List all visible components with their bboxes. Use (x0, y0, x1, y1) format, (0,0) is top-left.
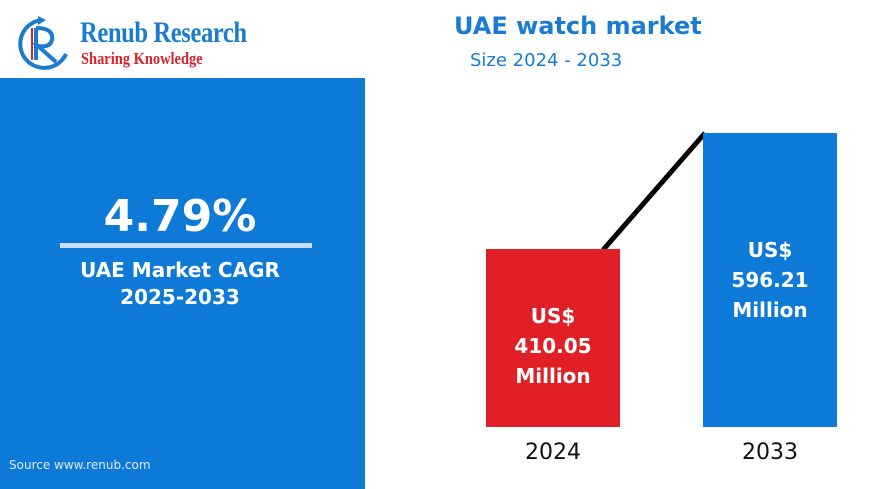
bar-2024-value: 410.05 (514, 334, 592, 358)
brand-logo: Renub Research Sharing Knowledge (8, 12, 288, 72)
bar-2024-currency: US$ (530, 304, 576, 328)
x-label-2033: 2033 (742, 440, 798, 465)
cagr-period: 2025-2033 (120, 285, 240, 309)
bar-2033: US$ 596.21 Million (703, 133, 837, 427)
bar-2033-label: US$ 596.21 Million (703, 235, 837, 325)
cagr-divider (60, 243, 312, 248)
brand-name: Renub Research (80, 16, 247, 49)
brand-tagline: Sharing Knowledge (81, 49, 203, 68)
cagr-panel: 4.79% UAE Market CAGR 2025-2033 Source w… (0, 78, 365, 489)
bar-2024-unit: Million (515, 364, 591, 388)
source-note: Source www.renub.com (9, 458, 151, 472)
bar-2033-unit: Million (732, 298, 808, 322)
x-label-2024: 2024 (525, 440, 581, 465)
renub-logo-icon (18, 16, 68, 70)
chart-title: UAE watch market (454, 12, 702, 40)
bar-2033-currency: US$ (747, 238, 793, 262)
bar-2024: US$ 410.05 Million (486, 249, 620, 427)
bar-2024-label: US$ 410.05 Million (486, 301, 620, 391)
cagr-value: 4.79% (103, 191, 257, 242)
bar-2033-value: 596.21 (731, 268, 809, 292)
cagr-label: UAE Market CAGR (80, 258, 280, 282)
chart-subtitle: Size 2024 - 2033 (470, 50, 623, 71)
